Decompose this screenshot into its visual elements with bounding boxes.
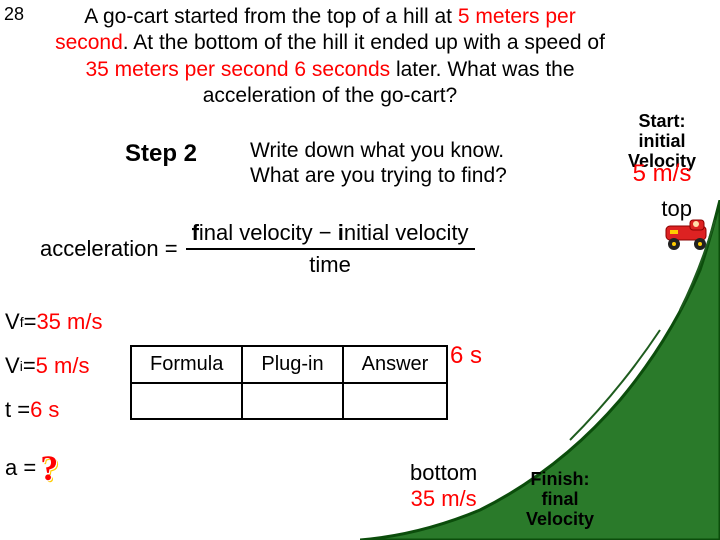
finish-label: Finish: final Velocity [510, 470, 610, 529]
problem-v2: 35 meters per second [85, 58, 288, 81]
table-cell-formula [131, 383, 242, 419]
formula-num-text1: inal velocity − [199, 220, 338, 245]
table-header-answer: Answer [343, 346, 448, 383]
t-label: t = [5, 388, 30, 432]
table-header-formula: Formula [131, 346, 242, 383]
known-a: a = ? [5, 432, 102, 504]
known-vf: Vf = 35 m/s [5, 300, 102, 344]
problem-pre1: A go-cart started from the top of a hill… [84, 5, 458, 28]
knowns-list: Vf = 35 m/s Vi= 5 m/s t = 6 s a = ? [5, 300, 102, 504]
vi-val: 5 m/s [36, 344, 90, 388]
vf-val: 35 m/s [36, 300, 102, 344]
question-mark-icon: ? [40, 432, 58, 504]
bottom-value: 35 m/s [411, 486, 477, 511]
vf-label: V [5, 300, 20, 344]
start-value: 5 m/s [612, 160, 712, 188]
page-number: 28 [4, 4, 24, 25]
finish-label-2: final Velocity [526, 489, 594, 529]
table-header-plugin: Plug-in [242, 346, 342, 383]
formula-area: acceleration = final velocity − initial … [40, 220, 475, 278]
table-cell-plugin [242, 383, 342, 419]
time-annotation: 6 s [450, 342, 482, 370]
table-cell-answer [343, 383, 448, 419]
vi-label: V [5, 344, 20, 388]
known-vi: Vi= 5 m/s [5, 344, 102, 388]
problem-text: A go-cart started from the top of a hill… [50, 4, 610, 109]
start-label-1: Start: [638, 111, 685, 131]
formula-num-text2: nitial velocity [344, 220, 469, 245]
bottom-text: bottom [410, 460, 477, 485]
solution-table: Formula Plug-in Answer [130, 345, 448, 420]
formula-numerator: final velocity − initial velocity [186, 220, 475, 250]
table-blank-row [131, 383, 447, 419]
table-header-row: Formula Plug-in Answer [131, 346, 447, 383]
gocart-icon [660, 216, 714, 252]
step-label: Step 2 [125, 140, 197, 168]
finish-label-1: Finish: [531, 469, 590, 489]
bottom-label: bottom 35 m/s [410, 460, 477, 513]
vi-eq: = [23, 344, 36, 388]
a-label: a = [5, 446, 36, 490]
formula-num-f: f [192, 220, 199, 245]
problem-t: 6 seconds [294, 58, 390, 81]
known-t: t = 6 s [5, 388, 102, 432]
vf-eq: = [24, 300, 37, 344]
problem-mid1: . At the bottom of the hill it ended up … [123, 31, 605, 54]
formula-lhs: acceleration = [40, 236, 178, 262]
t-val: 6 s [30, 388, 59, 432]
formula-fraction: final velocity − initial velocity time [186, 220, 475, 278]
step-instruction: Write down what you know. What are you t… [250, 138, 550, 188]
formula-denominator: time [309, 250, 351, 278]
